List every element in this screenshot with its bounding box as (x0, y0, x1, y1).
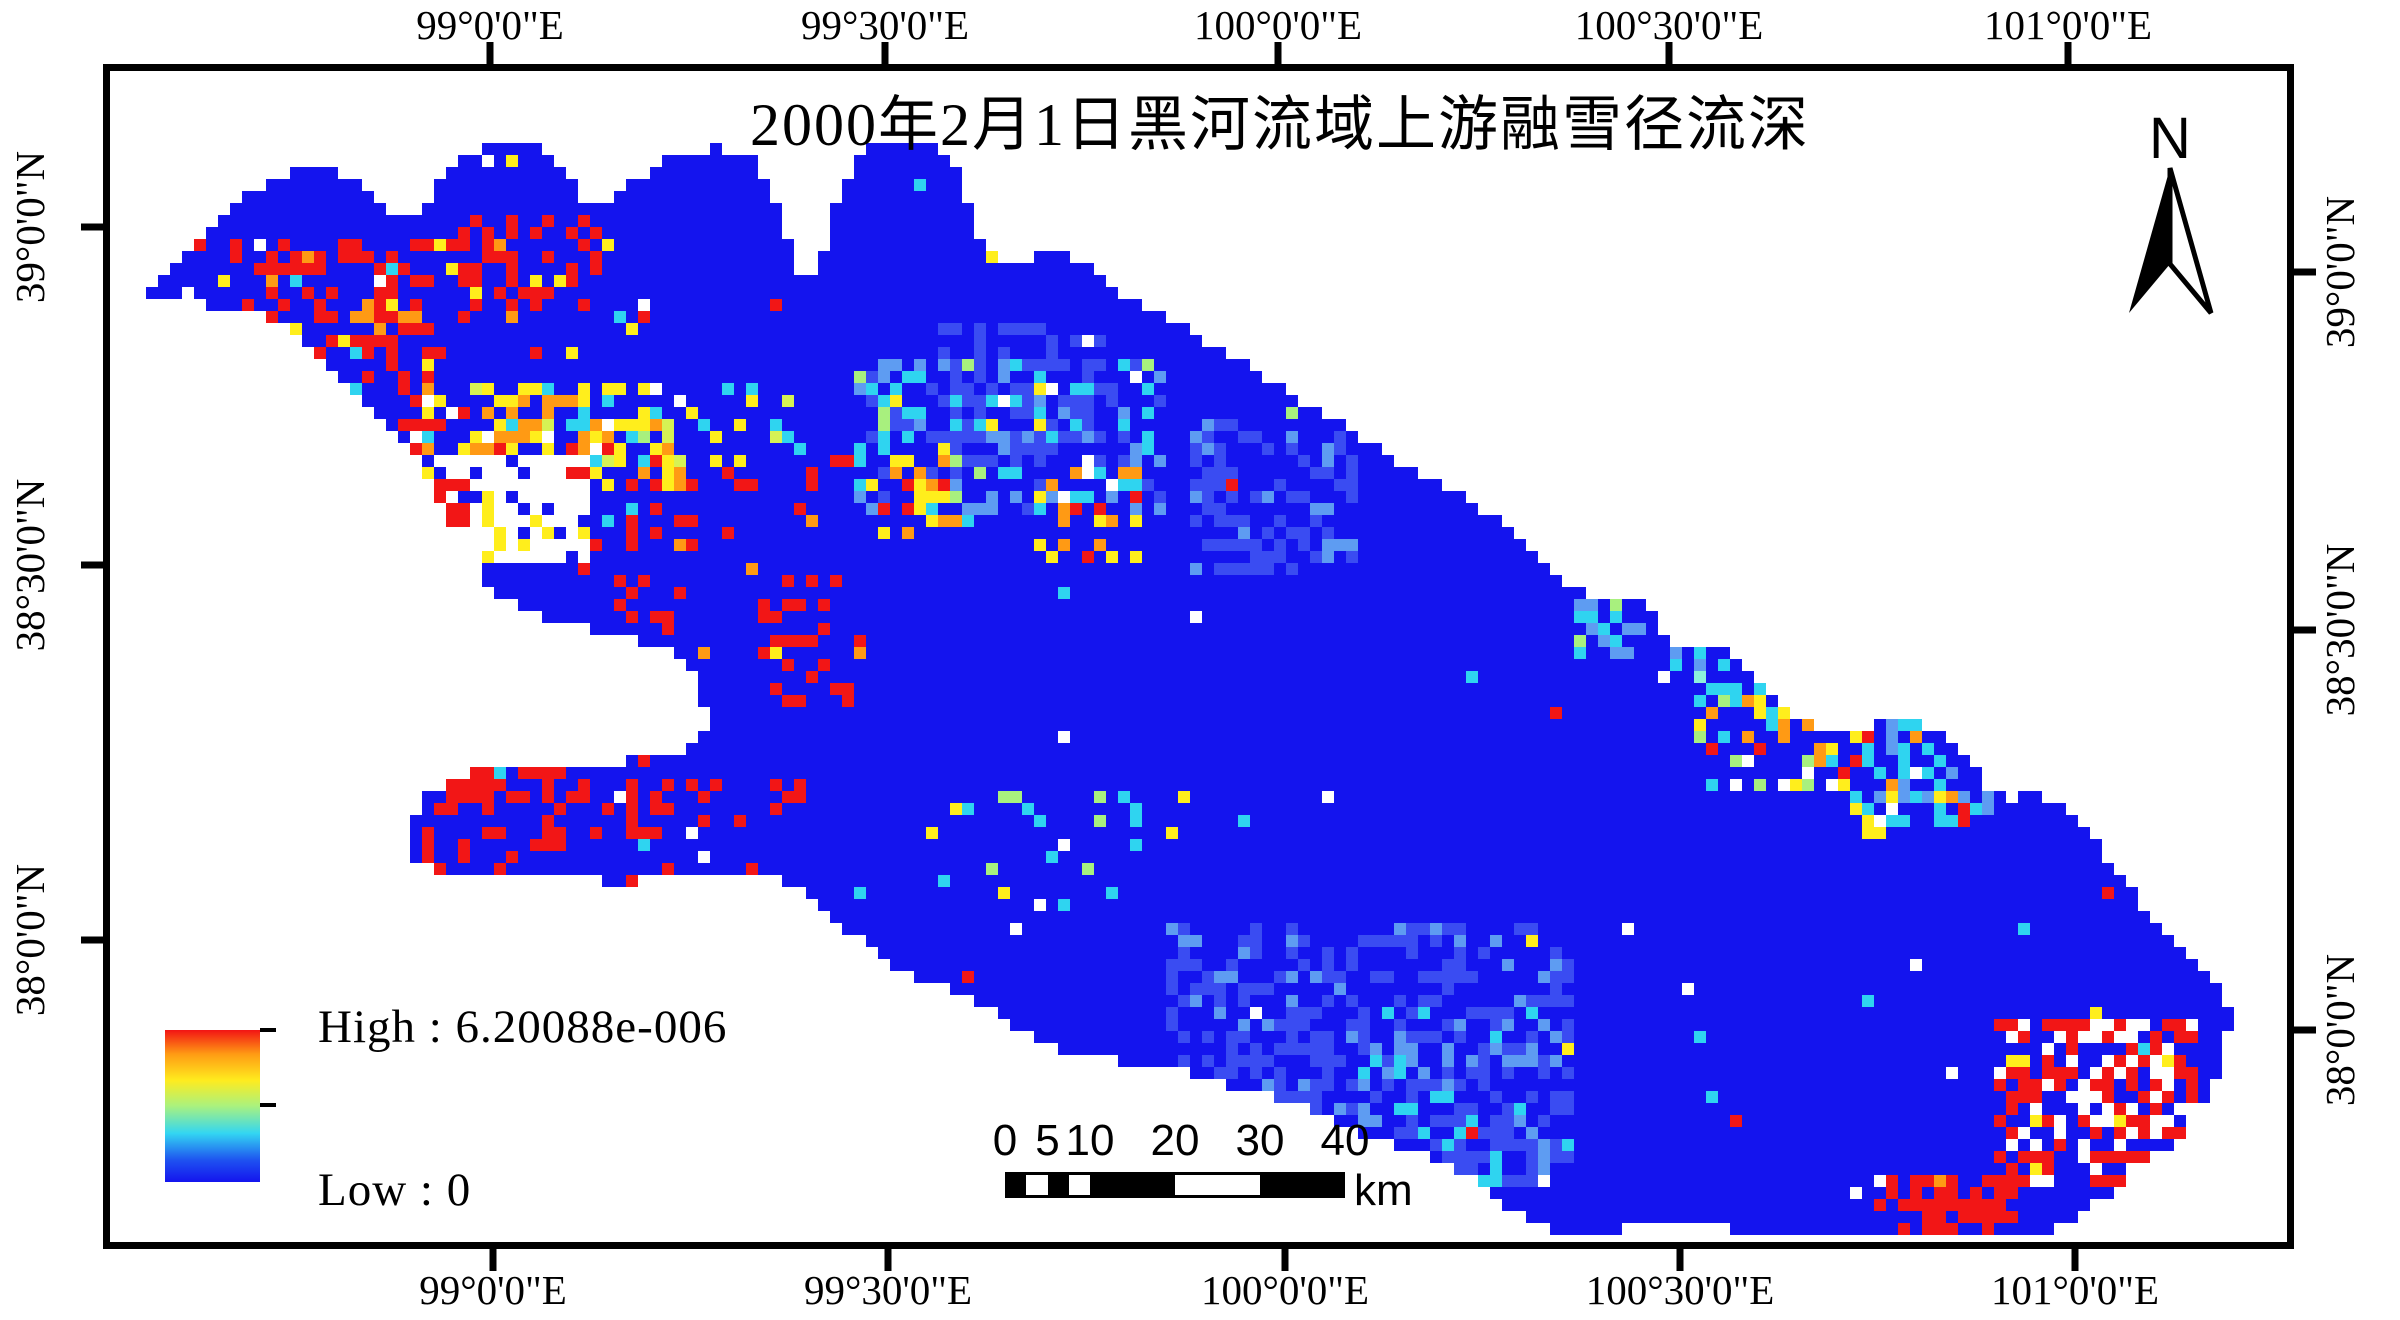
graticule-label-bottom: 99°30'0"E (803, 1267, 973, 1313)
graticule-tick-left (81, 223, 103, 231)
north-arrow-icon: N (2129, 106, 2214, 315)
graticule-tick-bottom (2071, 1249, 2079, 1271)
graticule-label-bottom: 99°0'0"E (419, 1267, 567, 1313)
legend-high-label: High : 6.20088e-006 (318, 1001, 728, 1053)
scalebar-number: 30 (1235, 1116, 1285, 1165)
scalebar (1005, 1172, 1345, 1198)
graticule-tick-right (2294, 626, 2316, 634)
graticule-tick-right (2294, 1026, 2316, 1034)
graticule-tick-right (2294, 268, 2316, 276)
graticule-label-top: 101°0'0"E (1983, 2, 2153, 48)
scalebar-white-segment (1026, 1175, 1048, 1195)
legend-low-label: Low : 0 (318, 1164, 472, 1216)
scalebar-number: 40 (1320, 1116, 1370, 1165)
graticule-tick-left (81, 936, 103, 944)
legend-colorbar (165, 1030, 260, 1182)
legend-tick-mid (260, 1103, 276, 1107)
graticule-label-top: 100°0'0"E (1193, 2, 1363, 48)
graticule-tick-top (486, 42, 494, 64)
north-arrow-label: N (2149, 106, 2191, 171)
graticule-label-bottom: 100°30'0"E (1585, 1267, 1775, 1313)
graticule-label-left: 38°30'0"N (7, 478, 53, 652)
graticule-label-top: 99°0'0"E (416, 2, 564, 48)
graticule-tick-top (2064, 42, 2072, 64)
scalebar-number: 5 (1035, 1116, 1060, 1165)
graticule-label-bottom: 101°0'0"E (1990, 1267, 2160, 1313)
scalebar-number: 0 (992, 1116, 1018, 1165)
north-arrow-left-half (2129, 168, 2170, 313)
basin-raster (110, 71, 2282, 1235)
map-title: 2000年2月1日黑河流域上游融雪径流深 (750, 92, 1810, 158)
scalebar-white-segment (1175, 1175, 1260, 1195)
graticule-label-right: 38°0'0"N (2317, 953, 2363, 1107)
graticule-label-bottom: 100°0'0"E (1200, 1267, 1370, 1313)
scalebar-unit-label: km (1354, 1166, 1413, 1215)
scalebar-number: 20 (1150, 1116, 1200, 1165)
graticule-tick-top (1665, 42, 1673, 64)
graticule-tick-bottom (489, 1249, 497, 1271)
north-arrow-right-half (2167, 167, 2214, 315)
graticule-label-left: 39°0'0"N (7, 150, 53, 304)
graticule-tick-top (1274, 42, 1282, 64)
graticule-tick-top (881, 42, 889, 64)
graticule-tick-bottom (1676, 1249, 1684, 1271)
graticule-label-top: 99°30'0"E (800, 2, 970, 48)
graticule-label-left: 38°0'0"N (7, 863, 53, 1017)
graticule-tick-left (81, 561, 103, 569)
scalebar-white-segment (1068, 1175, 1090, 1195)
graticule-tick-bottom (884, 1249, 892, 1271)
legend-tick-high (260, 1028, 276, 1032)
scalebar-number: 10 (1065, 1116, 1115, 1165)
graticule-label-right: 38°30'0"N (2317, 543, 2363, 717)
graticule-tick-bottom (1281, 1249, 1289, 1271)
graticule-label-right: 39°0'0"N (2317, 195, 2363, 349)
graticule-label-top: 100°30'0"E (1574, 2, 1764, 48)
